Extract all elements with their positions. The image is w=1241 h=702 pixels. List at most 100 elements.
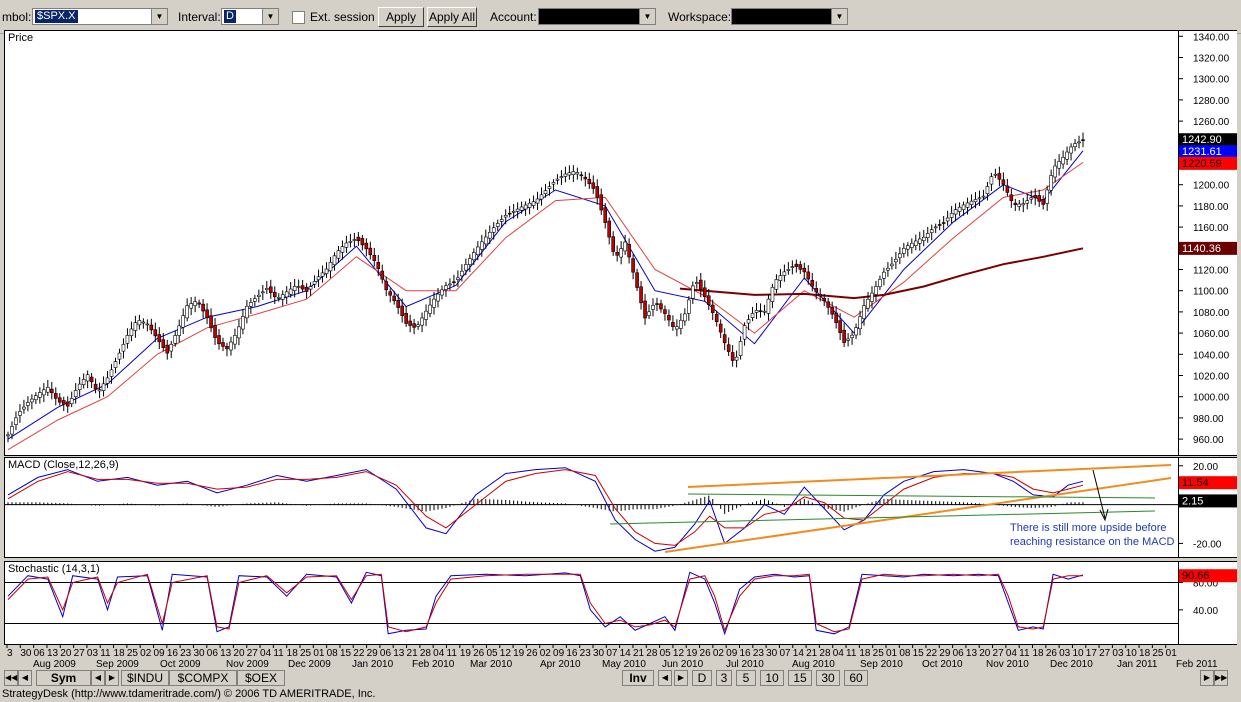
month-label: Sep 2009 bbox=[96, 659, 139, 669]
day-tick-label: 15 bbox=[913, 648, 925, 659]
tab-interval-5[interactable]: 5 bbox=[736, 670, 756, 686]
price-panel[interactable]: Price bbox=[4, 30, 1179, 456]
candle-body bbox=[193, 301, 197, 306]
first-tab-icon[interactable]: ◀◀ bbox=[4, 670, 18, 686]
tab-oex[interactable]: $OEX bbox=[237, 670, 285, 686]
month-label: Jun 2010 bbox=[662, 659, 704, 669]
candle-body bbox=[149, 324, 154, 331]
candle-body bbox=[1037, 195, 1042, 202]
chevron-down-icon[interactable]: ▼ bbox=[262, 9, 278, 24]
candle-body bbox=[73, 390, 78, 397]
day-tick-label: 11 bbox=[447, 648, 458, 659]
y-tick-label: 1340.00 bbox=[1193, 32, 1230, 43]
tab-interval-60[interactable]: 60 bbox=[844, 670, 868, 686]
candle-body bbox=[543, 190, 548, 194]
day-tick-label: 21 bbox=[806, 648, 818, 659]
apply-all-button[interactable]: Apply All bbox=[427, 7, 477, 27]
day-tick-label: 01 bbox=[1166, 648, 1178, 659]
next-interval-icon[interactable]: ▶ bbox=[674, 670, 688, 686]
day-tick-label: 07 bbox=[779, 648, 791, 659]
day-tick-label: 08 bbox=[327, 648, 339, 659]
candle-body bbox=[436, 293, 440, 302]
interval-combo[interactable]: D ▼ bbox=[221, 8, 279, 25]
month-label: Sep 2010 bbox=[860, 659, 903, 669]
stochastic-chart bbox=[5, 571, 1178, 636]
candle-body bbox=[1065, 151, 1069, 160]
prev-tab-icon[interactable]: ◀ bbox=[18, 670, 32, 686]
candle-body bbox=[14, 417, 18, 425]
tab-interval-d[interactable]: D bbox=[692, 670, 712, 686]
candle-body bbox=[675, 326, 679, 330]
candle-body bbox=[977, 197, 982, 200]
candle-body bbox=[862, 305, 866, 319]
chevron-down-icon[interactable]: ▼ bbox=[831, 9, 847, 24]
candle-body bbox=[308, 286, 313, 290]
day-tick-label: 25 bbox=[300, 648, 312, 659]
apply-button[interactable]: Apply bbox=[378, 7, 424, 27]
candle-body bbox=[802, 267, 807, 273]
symbol-combo[interactable]: $SPX.X ▼ bbox=[32, 8, 168, 25]
day-tick-label: 11 bbox=[846, 648, 857, 659]
interval-value[interactable]: D bbox=[224, 10, 236, 23]
candle-body bbox=[213, 325, 217, 338]
candle-body bbox=[790, 266, 795, 268]
candle-body bbox=[623, 241, 627, 252]
tab-inv[interactable]: Inv bbox=[622, 670, 654, 686]
day-tick-label: 30 bbox=[20, 648, 32, 659]
chevron-down-icon[interactable]: ▼ bbox=[639, 9, 655, 24]
value-marker bbox=[1179, 156, 1237, 170]
candle-body bbox=[834, 312, 838, 323]
candle-body bbox=[499, 219, 504, 222]
candle-body bbox=[523, 204, 528, 210]
tab-sym[interactable]: Sym bbox=[36, 670, 91, 686]
macd-panel[interactable]: MACD (Close,12,26,9) There is still more… bbox=[4, 457, 1179, 558]
scroll-end-icon[interactable]: ▶▶ bbox=[1214, 670, 1228, 686]
tab-interval-30[interactable]: 30 bbox=[816, 670, 840, 686]
candle-body bbox=[85, 374, 90, 382]
candle-body bbox=[209, 315, 213, 329]
next-icon[interactable]: ▶ bbox=[105, 670, 119, 686]
scroll-right-icon[interactable]: ▶ bbox=[1200, 670, 1214, 686]
y-tick-label: 1100.00 bbox=[1193, 287, 1229, 298]
day-tick-label: 11 bbox=[273, 648, 284, 659]
candle-body bbox=[93, 383, 98, 390]
tab-interval-3[interactable]: 3 bbox=[716, 670, 732, 686]
symbol-value[interactable]: $SPX.X bbox=[35, 10, 78, 23]
candle-body bbox=[479, 241, 484, 250]
workspace-combo[interactable]: ▼ bbox=[731, 8, 848, 25]
prev-interval-icon[interactable]: ◀ bbox=[658, 670, 672, 686]
candle-body bbox=[400, 305, 404, 316]
tab-interval-15[interactable]: 15 bbox=[788, 670, 812, 686]
candle-body bbox=[10, 426, 14, 435]
candle-body bbox=[850, 334, 854, 338]
candle-body bbox=[221, 342, 225, 347]
candle-body bbox=[683, 313, 687, 322]
candle-body bbox=[320, 272, 325, 277]
ext-session-checkbox[interactable] bbox=[292, 11, 305, 24]
candle-body bbox=[953, 209, 958, 215]
day-tick-label: 04 bbox=[260, 648, 272, 659]
candle-body bbox=[798, 264, 803, 270]
candle-body bbox=[1061, 156, 1065, 165]
tab-indu[interactable]: $INDU bbox=[121, 670, 169, 686]
stochastic-panel[interactable]: Stochastic (14,3,1) bbox=[4, 561, 1179, 645]
account-combo[interactable]: ▼ bbox=[538, 8, 656, 25]
tab-compx[interactable]: $COMPX bbox=[169, 670, 237, 686]
candle-body bbox=[961, 204, 966, 210]
tab-interval-10[interactable]: 10 bbox=[760, 670, 784, 686]
y-tick-label: 1180.00 bbox=[1193, 202, 1229, 213]
chevron-down-icon[interactable]: ▼ bbox=[151, 9, 167, 24]
support-line-lower bbox=[609, 510, 1156, 525]
candle-body bbox=[89, 376, 94, 383]
day-tick-label: 25 bbox=[873, 648, 885, 659]
candle-body bbox=[452, 281, 456, 284]
day-tick-label: 3 bbox=[7, 648, 13, 659]
candle-body bbox=[388, 291, 393, 296]
candle-body bbox=[300, 285, 305, 290]
day-tick-label: 05 bbox=[486, 648, 498, 659]
candle-body bbox=[133, 322, 138, 331]
candle-body bbox=[65, 401, 70, 407]
candle-body bbox=[261, 291, 265, 294]
prev-icon[interactable]: ◀ bbox=[91, 670, 105, 686]
candle-body bbox=[949, 213, 954, 218]
